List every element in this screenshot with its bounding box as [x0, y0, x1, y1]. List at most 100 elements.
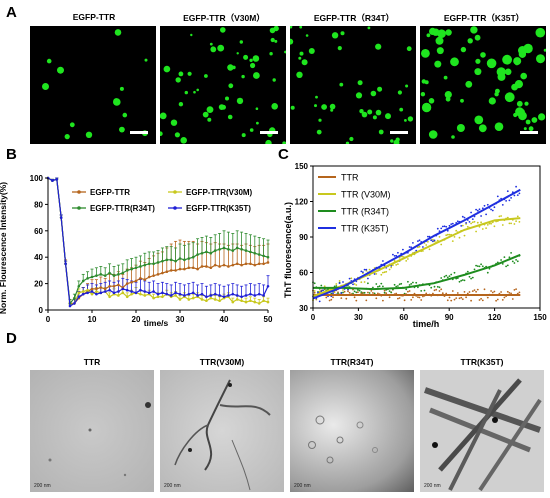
data-point — [410, 283, 413, 285]
tem-title-2: TTR(V30M) — [199, 357, 245, 367]
data-point — [513, 194, 516, 197]
data-point — [342, 291, 344, 294]
data-point — [338, 280, 341, 282]
data-point — [407, 258, 409, 260]
microscopy-title-1: EGFP-TTR — [72, 12, 116, 22]
data-point — [481, 228, 484, 230]
panel-label-b: B — [6, 146, 17, 163]
fluorescent-puncta — [486, 58, 497, 69]
tem-image-r34t: 200 nm — [290, 370, 414, 492]
x-tick-label: 20 — [132, 315, 141, 324]
data-point — [488, 267, 491, 270]
data-point — [450, 299, 453, 302]
data-point — [455, 229, 458, 232]
fit-line — [313, 253, 521, 291]
fluorescent-puncta — [357, 80, 363, 86]
tem-scale-label: 200 nm — [164, 483, 181, 489]
data-point — [463, 234, 466, 237]
data-point — [466, 225, 469, 228]
tem-scale-label: 200 nm — [34, 483, 51, 489]
data-point — [332, 292, 334, 295]
data-point — [332, 296, 334, 299]
fluorescent-puncta — [445, 96, 451, 102]
data-point — [511, 260, 514, 263]
data-point — [510, 197, 512, 199]
data-point — [398, 297, 401, 299]
fluorescent-puncta — [460, 98, 464, 103]
fluorescent-puncta — [349, 136, 354, 142]
data-point — [448, 233, 451, 236]
data-point — [425, 292, 428, 295]
fluorescent-puncta — [163, 65, 171, 73]
data-point — [380, 282, 383, 285]
data-point — [506, 216, 509, 219]
fluorescent-puncta — [46, 58, 52, 64]
data-point — [340, 292, 343, 294]
fluorescent-puncta — [236, 52, 239, 55]
data-point — [515, 259, 517, 261]
fluorescent-puncta — [520, 72, 527, 80]
fluorescent-puncta — [375, 109, 382, 116]
data-point — [471, 276, 474, 279]
microscopy-title-4: EGFP-TTR（K35T） — [443, 13, 525, 23]
fluorescent-puncta — [496, 67, 506, 77]
fit-line — [312, 188, 521, 300]
fluorescent-puncta — [314, 104, 317, 108]
data-point — [496, 195, 499, 198]
data-point — [456, 220, 459, 223]
data-point — [422, 246, 424, 248]
data-point — [397, 297, 399, 300]
data-point — [493, 290, 496, 293]
y-tick-label: 80 — [34, 200, 43, 209]
data-point — [438, 290, 441, 292]
data-point — [377, 292, 379, 295]
fluorescent-puncta — [209, 42, 213, 46]
data-point — [390, 266, 393, 269]
data-point — [418, 245, 421, 248]
data-point — [508, 256, 511, 259]
fluorescent-puncta — [361, 111, 368, 118]
data-point — [417, 240, 419, 242]
data-point — [446, 233, 449, 236]
data-point — [367, 291, 369, 294]
scale-bar — [260, 131, 278, 134]
data-point — [458, 280, 461, 283]
data-point — [382, 285, 384, 288]
data-point — [478, 225, 481, 228]
data-point — [465, 296, 467, 299]
fluorescent-puncta — [308, 48, 315, 54]
fluorescent-puncta — [217, 44, 225, 52]
data-point — [501, 224, 504, 226]
data-point — [382, 271, 384, 274]
data-point — [373, 292, 376, 295]
fluorescent-puncta — [301, 59, 308, 66]
fluorescent-puncta — [290, 38, 294, 45]
data-point — [438, 286, 441, 289]
data-point — [481, 299, 484, 302]
data-point — [340, 297, 343, 299]
data-point — [342, 281, 344, 283]
data-point — [448, 224, 451, 227]
data-point — [343, 290, 346, 293]
data-point — [485, 227, 487, 229]
data-point — [412, 281, 414, 284]
data-point — [441, 225, 444, 228]
tem-texture — [424, 378, 542, 492]
fluorescent-puncta — [367, 109, 373, 115]
fluorescent-puncta — [535, 27, 546, 38]
data-point — [433, 239, 436, 242]
data-point — [485, 213, 487, 216]
data-point — [515, 288, 517, 290]
legend-marker — [173, 190, 177, 194]
data-point — [382, 260, 384, 262]
microscopy-title-3: EGFP-TTR（R34T） — [313, 13, 395, 23]
fluorescent-puncta — [420, 92, 426, 97]
fluorescent-puncta — [435, 36, 444, 45]
data-point — [412, 242, 414, 244]
data-point — [410, 246, 413, 249]
fluorescent-puncta — [243, 54, 249, 60]
fluorescent-puncta — [184, 90, 188, 95]
data-point — [395, 292, 398, 295]
data-point — [476, 209, 479, 212]
